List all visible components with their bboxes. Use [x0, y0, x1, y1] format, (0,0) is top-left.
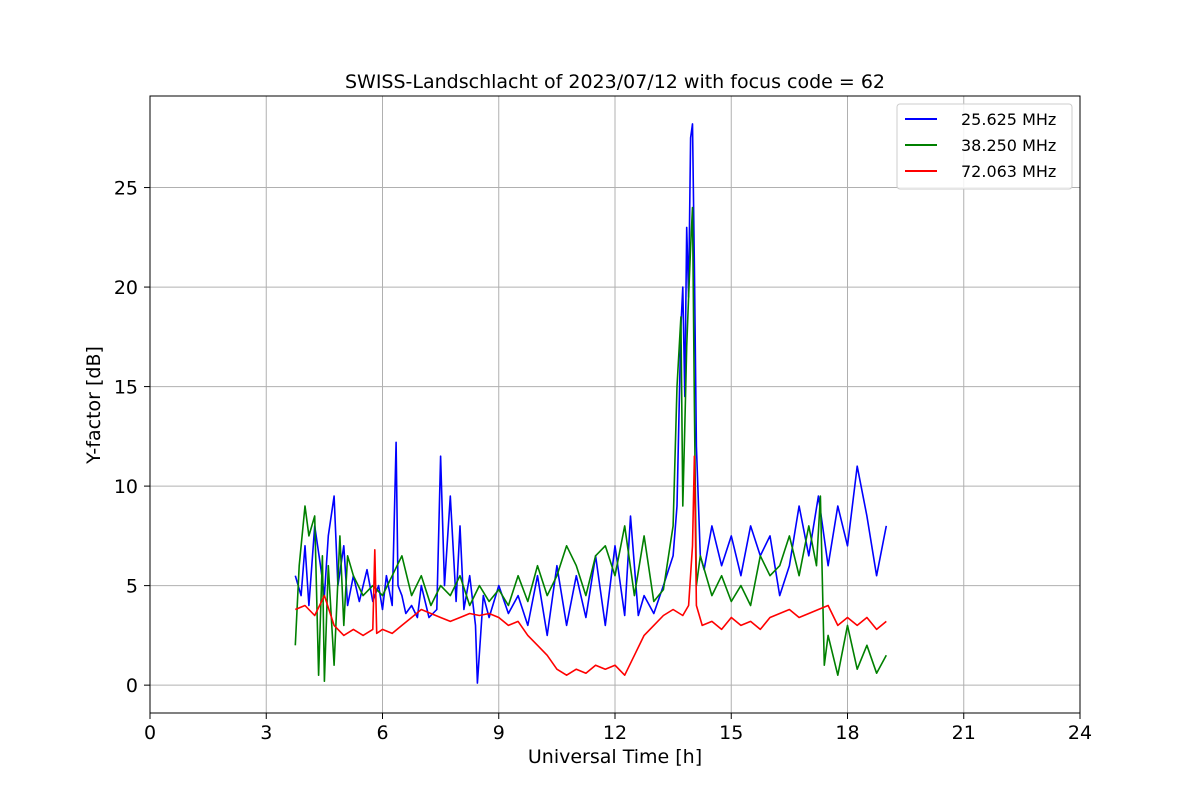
x-axis-label: Universal Time [h]: [528, 746, 702, 768]
legend-label: 38.250 MHz: [961, 136, 1056, 155]
chart-title: SWISS-Landschlacht of 2023/07/12 with fo…: [345, 71, 885, 93]
y-tick-label: 5: [126, 576, 138, 598]
legend: 25.625 MHz 38.250 MHz 72.063 MHz: [896, 103, 1073, 190]
legend-box: [896, 103, 1073, 190]
x-tick-label: 15: [719, 722, 743, 744]
x-tick-label: 21: [952, 722, 976, 744]
series-layer: [294, 123, 888, 684]
series-line-2: [294, 206, 888, 683]
y-tick-label: 10: [114, 476, 138, 498]
y-tick-label: 0: [126, 675, 138, 697]
series-line-3: [294, 455, 887, 677]
x-axis: 0 3 6 9 12 15 18 21 24: [144, 713, 1092, 744]
y-tick-label: 15: [114, 377, 138, 399]
x-tick-label: 3: [260, 722, 272, 744]
legend-label: 72.063 MHz: [961, 162, 1056, 181]
x-tick-label: 18: [835, 722, 859, 744]
x-tick-label: 9: [493, 722, 505, 744]
x-tick-label: 24: [1068, 722, 1092, 744]
legend-label: 25.625 MHz: [961, 110, 1056, 129]
y-axis-label: Y-factor [dB]: [83, 346, 105, 465]
y-axis: 0 5 10 15 20 25: [114, 178, 150, 697]
x-tick-label: 6: [376, 722, 388, 744]
x-tick-label: 12: [603, 722, 627, 744]
y-tick-label: 25: [114, 178, 138, 200]
y-tick-label: 20: [114, 277, 138, 299]
x-tick-label: 0: [144, 722, 156, 744]
